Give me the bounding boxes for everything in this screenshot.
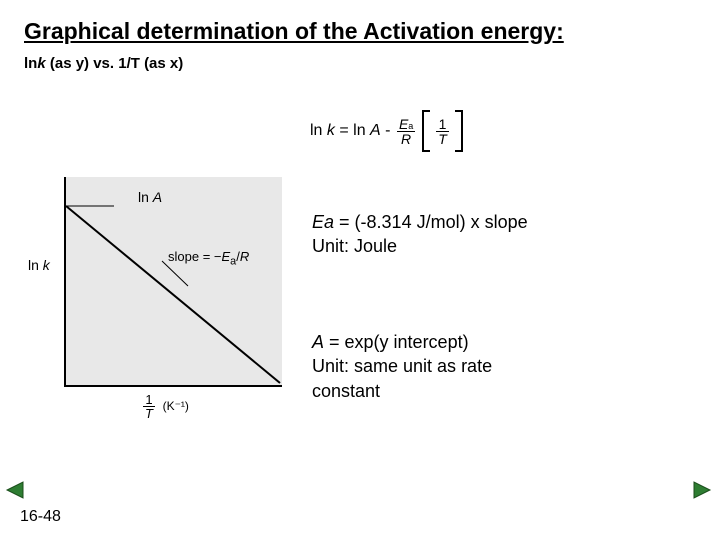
triangle-left-icon <box>5 480 25 500</box>
a-formula-text: A = exp(y intercept) Unit: same unit as … <box>312 330 492 403</box>
ea-formula-text: Ea = (-8.314 J/mol) x slope Unit: Joule <box>312 210 528 259</box>
arrhenius-plot: ln k ln A slope = −Ea/R 1 T (K⁻¹ <box>28 175 288 435</box>
bracket-left-icon <box>422 110 430 152</box>
prev-slide-button[interactable] <box>5 480 25 500</box>
plot-area: ln A slope = −Ea/R <box>64 177 282 387</box>
page-number: 16-48 <box>20 508 61 526</box>
plot-label-slope: slope = −Ea/R <box>168 249 249 268</box>
fraction-1-t: 1 T <box>436 117 449 146</box>
x-axis-label: 1 T (K⁻¹) <box>143 393 189 420</box>
next-slide-button[interactable] <box>692 480 712 500</box>
slide-root: Graphical determination of the Activatio… <box>0 0 720 540</box>
slide-subtitle: lnk (as y) vs. 1/T (as x) <box>24 55 696 72</box>
triangle-right-icon <box>692 480 712 500</box>
equation: ln k = ln A - Ea R 1 T <box>310 110 463 152</box>
plot-label-lnA: ln A <box>138 189 162 205</box>
bracket-right-icon <box>455 110 463 152</box>
fraction-ea-r: Ea R <box>397 117 415 146</box>
plot-svg <box>66 177 284 387</box>
slide-title: Graphical determination of the Activatio… <box>24 18 696 45</box>
y-axis-label: ln k <box>28 257 50 273</box>
